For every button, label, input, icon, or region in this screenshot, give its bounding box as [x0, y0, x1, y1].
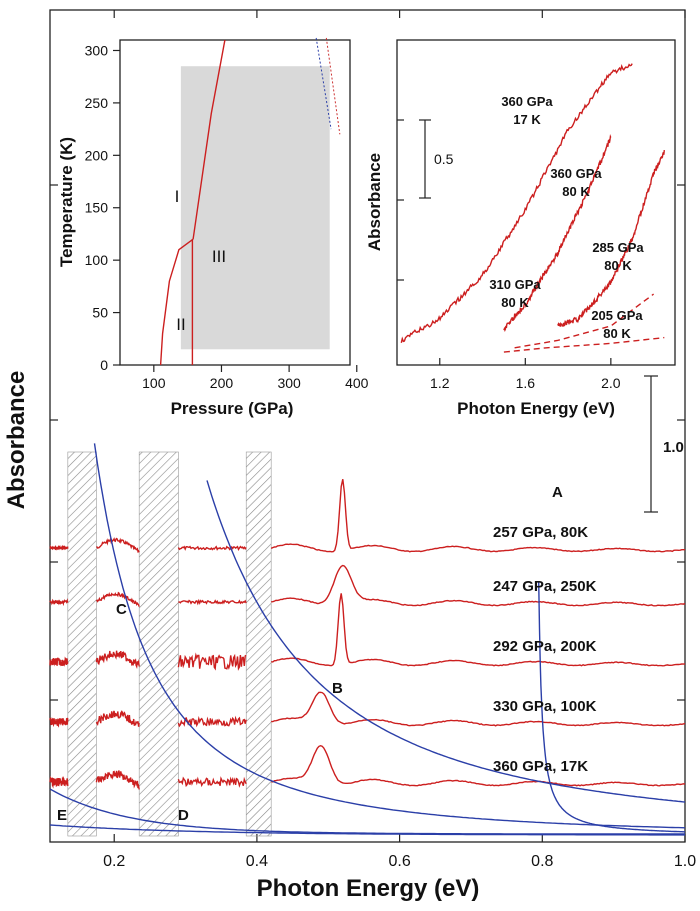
main-x-tick-label: 0.6: [388, 853, 410, 870]
series-label: 257 GPa, 80K: [493, 524, 588, 541]
phase-x-tick-label: 200: [210, 375, 234, 391]
absorption-x-tick-label: 1.6: [516, 375, 536, 391]
spectrum-line: [95, 710, 140, 727]
main-x-ticks: 0.2 0.4 0.6 0.8 1.0: [103, 10, 696, 870]
phase-y-tick-label: 250: [85, 95, 109, 111]
absorption-edge-y-label: Absorbance: [365, 153, 384, 251]
phase-diagram-y-label: Temperature (K): [57, 137, 76, 267]
fit-curve-A: [538, 581, 685, 833]
absorption-edge-line: [503, 134, 612, 332]
main-scale-bar: 1.0: [644, 375, 684, 513]
absorption-series-label: 360 GPa 80 K: [550, 166, 602, 199]
fit-curve-label: A: [552, 484, 563, 501]
fit-curve-labels: A B C D E: [57, 484, 563, 824]
hatched-region: [245, 451, 272, 837]
phase-diagram-frame: [119, 39, 351, 366]
boundary-I-II: [159, 238, 194, 366]
absorption-edge-line: [400, 63, 633, 343]
main-x-tick-label: 0.4: [246, 853, 268, 870]
spectrum-line: [95, 591, 140, 607]
fit-curve-label: D: [178, 807, 189, 824]
absorption-scale-bar-label: 0.5: [434, 151, 454, 167]
spectrum-line: [96, 537, 140, 553]
main-y-ticks: [50, 184, 685, 701]
absorption-series-label: 285 GPa 80 K: [592, 240, 644, 273]
series-label: 292 GPa, 200K: [493, 638, 597, 655]
hatched-region: [138, 451, 179, 837]
spectrum-line: [95, 650, 140, 669]
series-label: 360 GPa, 17K: [493, 758, 588, 775]
phase-x-tick-label: 100: [142, 375, 166, 391]
phase-x-tick-label: 400: [345, 375, 369, 391]
spectrum-line: [49, 544, 69, 551]
absorption-series-label: 205 GPa 80 K: [591, 308, 643, 341]
spectrum-line: [271, 691, 686, 727]
main-x-axis-label: Photon Energy (eV): [257, 875, 480, 902]
phase-y-tick-label: 150: [85, 200, 109, 216]
phase-y-tick-label: 100: [85, 252, 109, 268]
spectrum-line: [49, 598, 69, 607]
spectrum-line: [178, 598, 247, 606]
main-spectra: [49, 479, 686, 790]
spectrum-line: [177, 715, 247, 728]
fit-curve-E: [49, 788, 685, 835]
spectrum-line: [177, 776, 247, 788]
hatched-region: [67, 451, 97, 837]
phase-x-tick-label: 300: [277, 375, 301, 391]
absorption-edge-line: [557, 150, 665, 327]
series-label: 247 GPa, 250K: [493, 578, 597, 595]
absorption-edge: 1.2 1.6 2.0 360 GPa 17 K 360 GPa 80 K 310 GPa 80…: [397, 63, 665, 391]
phase-label: II: [176, 315, 185, 334]
phase-label: I: [175, 187, 180, 206]
main-x-tick-label: 1.0: [674, 853, 696, 870]
spectrum-line: [270, 479, 685, 553]
absorption-x-tick-label: 1.2: [430, 375, 450, 391]
spectrum-line: [49, 775, 69, 789]
fit-curve-label: E: [57, 807, 67, 824]
main-plot-frame: [49, 9, 686, 843]
spectrum-line: [177, 545, 247, 551]
absorption-edge-x-label: Photon Energy (eV): [457, 399, 615, 418]
absorption-series-label: 310 GPa 80 K: [489, 277, 541, 310]
shaded-region: [180, 66, 330, 350]
fit-curve-label: B: [332, 680, 343, 697]
spectrum-line: [177, 652, 247, 671]
main-y-axis-label: Absorbance: [3, 371, 30, 510]
main-x-tick-label: 0.2: [103, 853, 125, 870]
absorption-dashed-line: [503, 336, 665, 353]
main-scale-bar-label: 1.0: [663, 439, 684, 456]
absorption-x-tick-label: 2.0: [601, 375, 621, 391]
phase-label: III: [212, 247, 226, 266]
spectrum-line: [49, 717, 69, 728]
main-series-labels: 257 GPa, 80K 247 GPa, 250K 292 GPa, 200K 33…: [493, 524, 597, 775]
phase-y-tick-label: 50: [92, 305, 108, 321]
spectrum-line: [49, 656, 69, 667]
dotted-line: [315, 37, 332, 130]
spectrum-line: [271, 744, 686, 787]
dotted-line: [325, 37, 341, 135]
fit-curves: [49, 443, 686, 836]
spectrum-line: [271, 593, 686, 667]
fit-curve-label: C: [116, 601, 127, 618]
phase-diagram-x-label: Pressure (GPa): [171, 399, 294, 418]
phase-y-tick-label: 200: [85, 147, 109, 163]
absorption-dashed-line: [514, 293, 655, 349]
hatched-regions: [67, 451, 272, 837]
main-x-tick-label: 0.8: [531, 853, 553, 870]
series-label: 330 GPa, 100K: [493, 698, 597, 715]
phase-y-tick-label: 300: [85, 42, 109, 58]
spectrum-line: [271, 564, 686, 607]
absorption-edge-frame: [396, 39, 676, 366]
spectrum-line: [95, 770, 140, 790]
phase-y-tick-label: 0: [100, 357, 108, 373]
absorption-series-label: 360 GPa 17 K: [501, 94, 553, 127]
fit-curve-C: [93, 443, 686, 829]
fit-curve-B: [206, 480, 686, 803]
absorption-scale-bar: 0.5: [419, 119, 454, 199]
boundary-I-III: [192, 39, 226, 240]
